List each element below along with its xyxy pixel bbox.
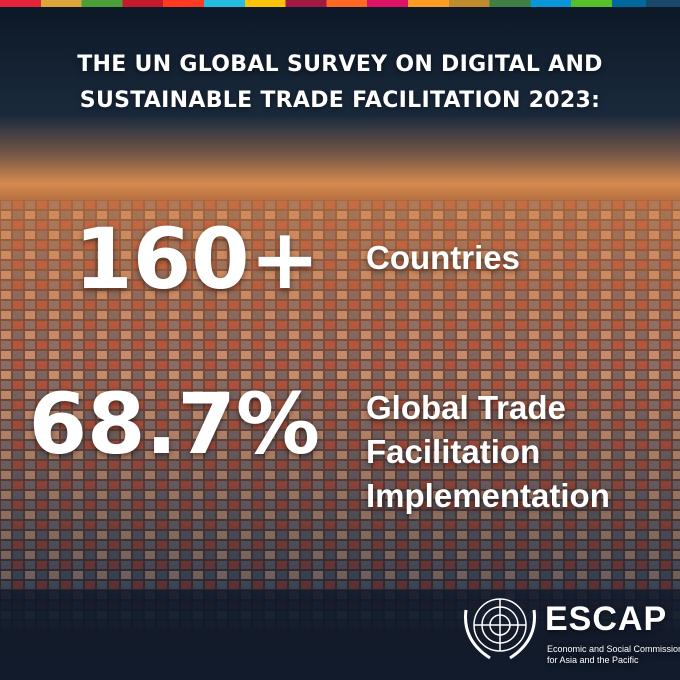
logo-subtitle: Economic and Social Commission bbox=[547, 644, 680, 654]
title-line: THE UN GLOBAL SURVEY ON DIGITAL AND bbox=[77, 52, 603, 77]
logo-name: ESCAP bbox=[545, 600, 668, 638]
stat-value: 68.7% bbox=[28, 375, 320, 473]
un-emblem bbox=[464, 598, 536, 660]
stat-label: Countries bbox=[366, 239, 521, 276]
stat-label: Implementation bbox=[366, 477, 610, 514]
container-shade bbox=[0, 200, 680, 630]
sdg-strip bbox=[0, 0, 680, 7]
title-line: SUSTAINABLE TRADE FACILITATION 2023: bbox=[79, 88, 601, 113]
water bbox=[0, 590, 680, 680]
stat-label: Global Trade bbox=[366, 389, 566, 426]
stat-label: Facilitation bbox=[366, 433, 541, 470]
stat-value: 160+ bbox=[74, 210, 320, 308]
logo-subtitle: for Asia and the Pacific bbox=[547, 655, 639, 665]
